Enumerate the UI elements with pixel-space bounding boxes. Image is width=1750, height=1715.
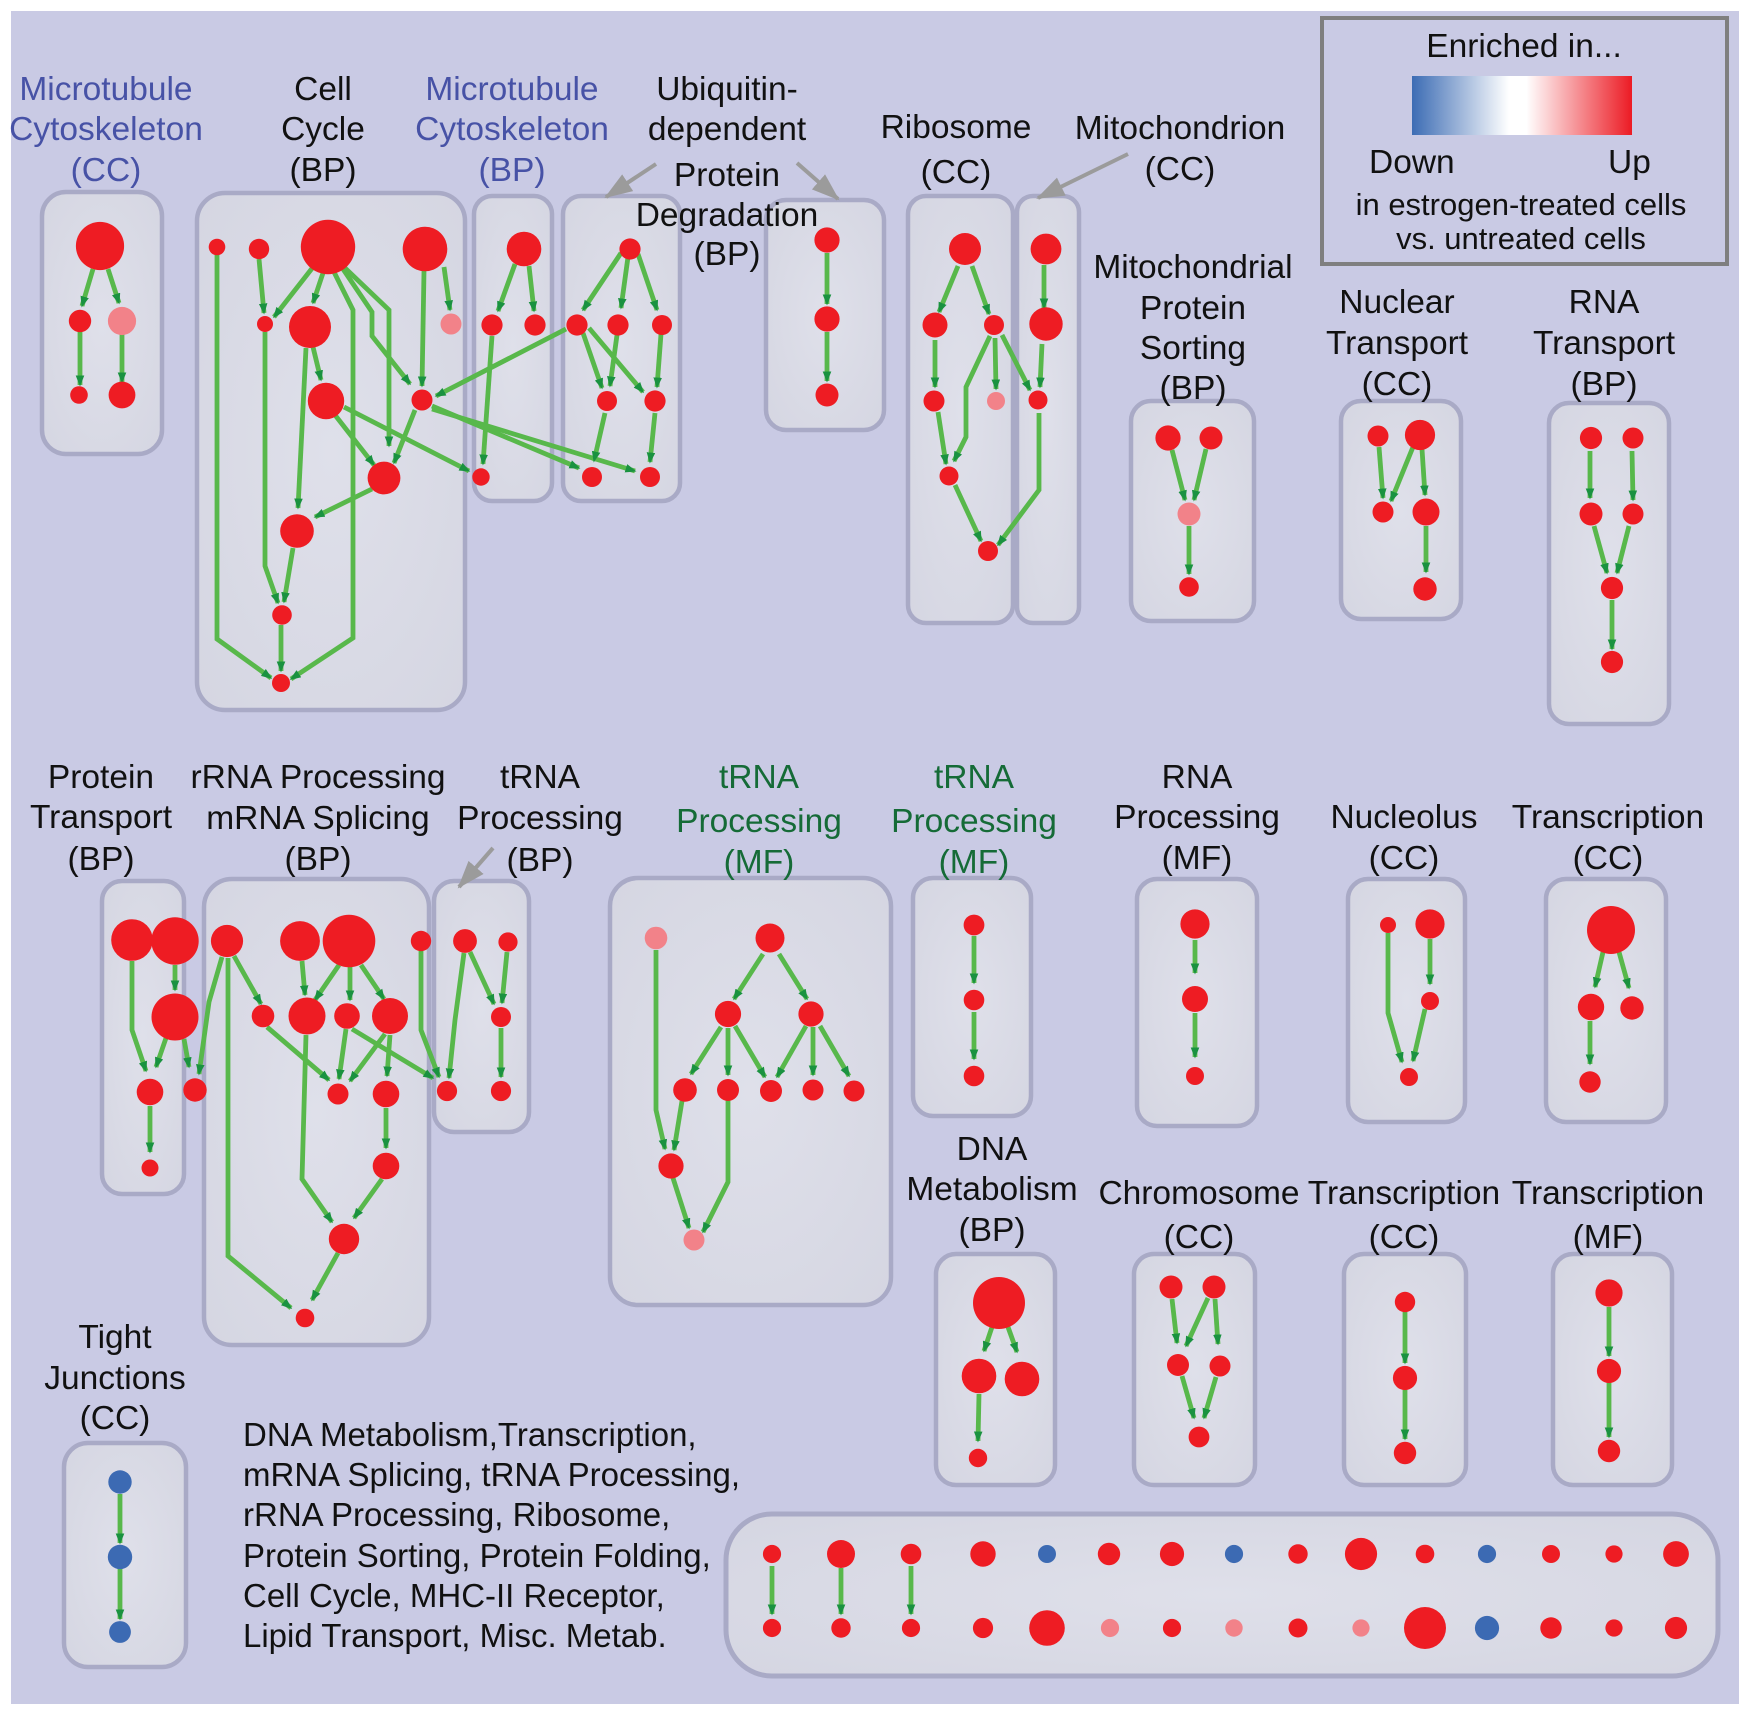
svg-text:Protein: Protein: [674, 157, 780, 194]
svg-text:tRNA: tRNA: [934, 759, 1015, 796]
svg-text:Protein: Protein: [1140, 290, 1246, 327]
svg-text:Ubiquitin-: Ubiquitin-: [656, 71, 798, 108]
svg-text:(MF): (MF): [939, 844, 1010, 881]
svg-text:Degradation: Degradation: [636, 197, 819, 234]
svg-text:(BP): (BP): [959, 1212, 1026, 1249]
svg-text:(BP): (BP): [479, 152, 546, 189]
svg-text:vs. untreated cells: vs. untreated cells: [1396, 221, 1646, 256]
svg-text:(CC): (CC): [80, 1400, 151, 1437]
svg-text:RNA: RNA: [1569, 284, 1640, 321]
svg-text:Cytoskeleton: Cytoskeleton: [415, 111, 609, 148]
svg-text:DNA: DNA: [957, 1131, 1028, 1168]
svg-text:mRNA Splicing: mRNA Splicing: [206, 800, 429, 837]
svg-text:(BP): (BP): [285, 841, 352, 878]
svg-text:Enriched in...: Enriched in...: [1426, 28, 1622, 65]
svg-text:Transcription: Transcription: [1308, 1175, 1500, 1212]
svg-text:Transcription: Transcription: [1512, 799, 1704, 836]
svg-text:Processing: Processing: [1114, 799, 1280, 836]
svg-text:Processing: Processing: [457, 800, 623, 837]
svg-text:(BP): (BP): [290, 152, 357, 189]
svg-text:(BP): (BP): [694, 236, 761, 273]
svg-text:Mitochondrion: Mitochondrion: [1075, 110, 1285, 147]
svg-text:Down: Down: [1369, 144, 1455, 181]
svg-text:dependent: dependent: [648, 111, 807, 148]
svg-text:Cell: Cell: [294, 71, 352, 108]
svg-text:Processing: Processing: [891, 803, 1057, 840]
svg-text:Cycle: Cycle: [281, 111, 365, 148]
svg-text:Junctions: Junctions: [44, 1360, 186, 1397]
svg-text:Protein Sorting, Protein Foldi: Protein Sorting, Protein Folding,: [243, 1537, 711, 1574]
svg-text:(CC): (CC): [1573, 840, 1644, 877]
svg-text:(MF): (MF): [1162, 840, 1233, 877]
svg-text:tRNA: tRNA: [500, 759, 581, 796]
svg-text:(CC): (CC): [1369, 1219, 1440, 1256]
svg-text:RNA: RNA: [1162, 759, 1233, 796]
svg-text:DNA Metabolism,Transcription,: DNA Metabolism,Transcription,: [243, 1416, 697, 1453]
svg-text:Chromosome: Chromosome: [1098, 1175, 1299, 1212]
svg-text:Processing: Processing: [676, 803, 842, 840]
svg-text:tRNA: tRNA: [719, 759, 800, 796]
svg-text:(BP): (BP): [507, 842, 574, 879]
svg-text:(CC): (CC): [71, 152, 142, 189]
svg-text:(CC): (CC): [921, 154, 992, 191]
svg-text:(CC): (CC): [1369, 840, 1440, 877]
svg-text:Up: Up: [1608, 144, 1651, 181]
svg-text:Transport: Transport: [30, 799, 173, 836]
svg-text:rRNA Processing, Ribosome,: rRNA Processing, Ribosome,: [243, 1496, 670, 1533]
svg-text:Microtubule: Microtubule: [19, 71, 192, 108]
svg-text:in estrogen-treated cells: in estrogen-treated cells: [1356, 187, 1687, 222]
svg-text:(BP): (BP): [1571, 366, 1638, 403]
svg-text:mRNA Splicing, tRNA Processing: mRNA Splicing, tRNA Processing,: [243, 1456, 740, 1493]
svg-text:rRNA Processing: rRNA Processing: [190, 759, 445, 796]
svg-text:Nuclear: Nuclear: [1339, 284, 1454, 321]
svg-text:Protein: Protein: [48, 759, 154, 796]
svg-text:Transport: Transport: [1533, 325, 1676, 362]
svg-text:Transcription: Transcription: [1512, 1175, 1704, 1212]
svg-text:(CC): (CC): [1362, 366, 1433, 403]
svg-text:Microtubule: Microtubule: [425, 71, 598, 108]
svg-text:Metabolism: Metabolism: [906, 1171, 1077, 1208]
svg-text:Cytoskeleton: Cytoskeleton: [9, 111, 203, 148]
svg-text:Transport: Transport: [1326, 325, 1469, 362]
svg-text:(MF): (MF): [724, 844, 795, 881]
svg-text:(MF): (MF): [1573, 1219, 1644, 1256]
svg-text:Ribosome: Ribosome: [881, 109, 1032, 146]
svg-text:Sorting: Sorting: [1140, 330, 1246, 367]
svg-text:Lipid Transport, Misc. Metab.: Lipid Transport, Misc. Metab.: [243, 1617, 667, 1654]
svg-text:Cell Cycle, MHC-II Receptor,: Cell Cycle, MHC-II Receptor,: [243, 1577, 665, 1614]
svg-text:(CC): (CC): [1164, 1219, 1235, 1256]
svg-text:(BP): (BP): [68, 841, 135, 878]
svg-text:(BP): (BP): [1160, 370, 1227, 407]
svg-text:Nucleolus: Nucleolus: [1330, 799, 1477, 836]
svg-text:(CC): (CC): [1145, 151, 1216, 188]
svg-text:Tight: Tight: [78, 1319, 152, 1356]
svg-text:Mitochondrial: Mitochondrial: [1093, 249, 1292, 286]
